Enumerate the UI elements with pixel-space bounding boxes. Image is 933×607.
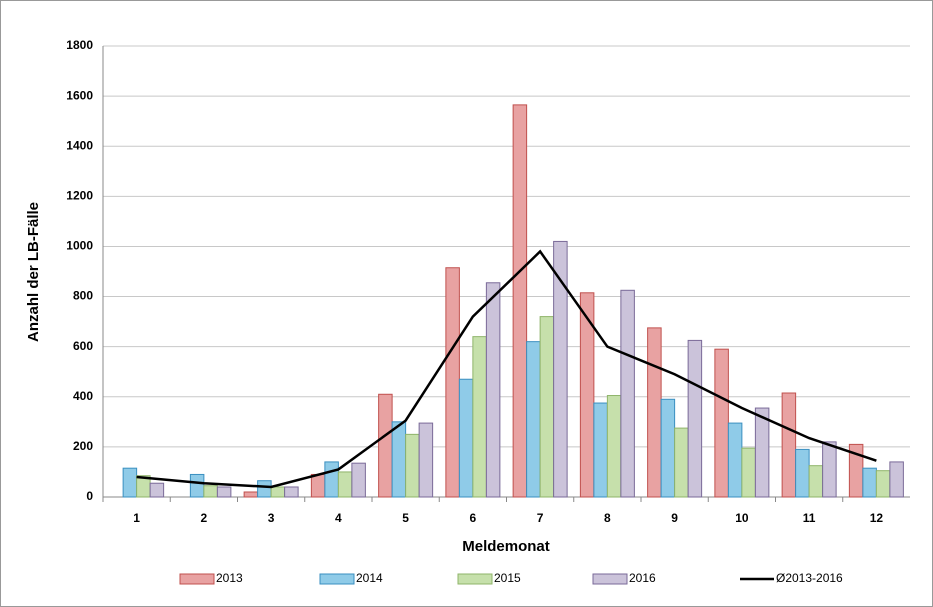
legend-swatch <box>319 573 355 585</box>
bar <box>405 433 420 498</box>
y-tick-label: 1400 <box>66 138 93 152</box>
y-tick-label: 800 <box>73 289 93 303</box>
x-tick-label: 1 <box>133 511 140 525</box>
y-tick-label: 1600 <box>66 88 93 102</box>
legend-swatch <box>457 573 493 585</box>
bar <box>458 378 474 498</box>
bar <box>189 473 205 498</box>
y-tick-label: 1000 <box>66 239 93 253</box>
x-tick-label: 7 <box>537 511 544 525</box>
bar <box>741 447 756 498</box>
bar <box>526 341 541 498</box>
bar <box>391 421 407 498</box>
bar <box>795 448 810 498</box>
x-tick-label: 9 <box>671 511 678 525</box>
bar <box>149 482 165 498</box>
legend-swatch <box>592 573 628 585</box>
bar <box>284 486 299 498</box>
bar <box>418 422 434 498</box>
bar <box>687 339 703 498</box>
bar <box>539 316 555 498</box>
bar <box>862 467 877 498</box>
x-tick-label: 5 <box>402 511 409 525</box>
bar <box>822 441 837 498</box>
bar <box>579 292 595 498</box>
y-tick-label: 200 <box>73 439 93 453</box>
bar <box>727 422 743 498</box>
bar <box>445 267 460 498</box>
x-tick-label: 2 <box>201 511 208 525</box>
y-axis-title: Anzahl der LB-Fälle <box>25 202 42 342</box>
bar <box>270 486 286 498</box>
y-tick-label: 600 <box>73 339 93 353</box>
bar <box>674 427 689 498</box>
average-line <box>136 249 877 489</box>
bar <box>485 282 501 498</box>
bar <box>647 327 662 498</box>
bar <box>351 462 366 498</box>
legend-label: 2016 <box>629 571 656 585</box>
bar <box>889 461 904 498</box>
x-tick-label: 11 <box>803 511 816 525</box>
bar <box>324 461 339 498</box>
bar <box>660 398 676 498</box>
y-tick-label: 1200 <box>66 189 93 203</box>
bar <box>875 470 891 498</box>
legend-label: 2014 <box>356 571 383 585</box>
bar <box>606 395 622 498</box>
bar <box>378 393 393 498</box>
bar <box>203 485 218 498</box>
legend-swatch <box>179 573 215 585</box>
x-axis-title: Meldemonat <box>462 538 550 555</box>
bar <box>808 465 824 498</box>
y-tick-label: 0 <box>86 489 93 503</box>
bar <box>620 289 635 498</box>
x-tick-label: 4 <box>335 511 342 525</box>
bar <box>310 473 326 498</box>
x-tick-label: 12 <box>870 511 884 525</box>
legend-label: 2015 <box>494 571 521 585</box>
bar <box>512 104 528 498</box>
bar <box>781 392 797 498</box>
x-tick-label: 6 <box>470 511 477 525</box>
bar <box>553 240 568 498</box>
legend-label: 2013 <box>216 571 243 585</box>
bar <box>216 486 232 498</box>
y-tick-label: 400 <box>73 389 93 403</box>
x-tick-label: 10 <box>735 511 749 525</box>
bar <box>243 491 259 498</box>
legend-label: Ø2013-2016 <box>776 571 843 585</box>
bar <box>472 336 487 498</box>
bar <box>337 471 353 498</box>
x-tick-label: 3 <box>268 511 275 525</box>
bar <box>754 407 770 498</box>
x-tick-label: 8 <box>604 511 611 525</box>
bar <box>714 348 729 498</box>
bar <box>593 402 608 498</box>
y-tick-label: 1800 <box>66 38 93 52</box>
bar <box>257 480 272 498</box>
bar <box>122 467 138 498</box>
